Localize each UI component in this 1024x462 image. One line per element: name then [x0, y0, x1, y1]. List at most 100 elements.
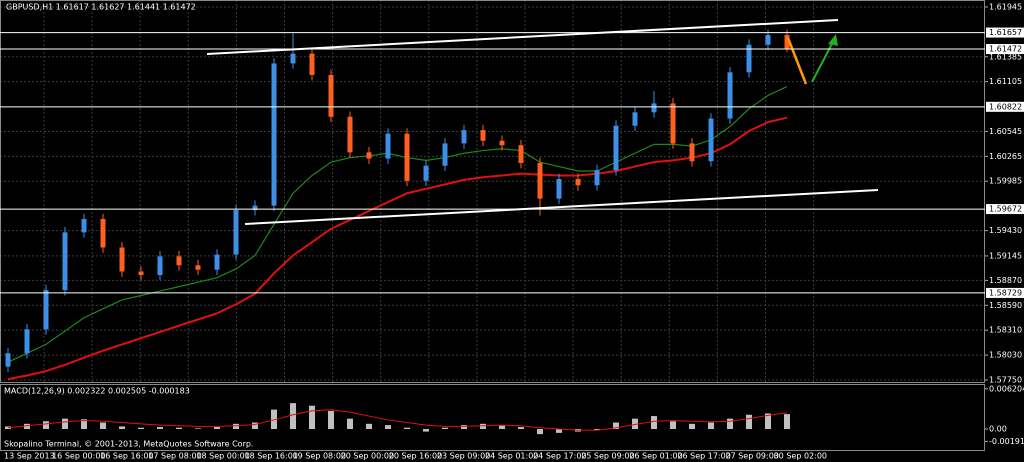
macd-bar [670, 421, 676, 429]
candle-body [651, 103, 657, 113]
candle-body [518, 145, 524, 164]
macd-bar [252, 422, 258, 429]
indicator-line [7, 85, 788, 363]
candle-body [5, 353, 11, 367]
macd-bar [708, 422, 714, 429]
candle-body [727, 72, 733, 119]
macd-bar [404, 427, 410, 429]
x-tick-label: 18 Sep 16:00 [245, 452, 298, 461]
x-tick-label: 25 Sep 09:00 [581, 452, 634, 461]
macd-bar [157, 427, 163, 429]
x-tick-label: 26 Sep 17:00 [677, 452, 730, 461]
y-tick-label: 1.61105 [989, 77, 1022, 86]
macd-bar [727, 418, 733, 429]
candle-body [746, 44, 752, 73]
candle-body [689, 143, 695, 162]
arrow-head [828, 34, 838, 46]
macd-bar [385, 425, 391, 429]
main-frame [0, 0, 985, 383]
macd-bar [518, 427, 524, 429]
candle-body [632, 112, 638, 126]
candle-body [100, 219, 106, 248]
macd-bar [765, 413, 771, 429]
x-tick-label: 19 Sep 08:00 [293, 452, 346, 461]
candle-body [670, 103, 676, 144]
macd-bar [290, 403, 296, 429]
x-tick-label: 18 Sep 00:00 [196, 452, 249, 461]
macd-bar [461, 425, 467, 429]
candle-body [271, 63, 277, 206]
x-tick-label: 27 Sep 09:00 [726, 452, 779, 461]
y-tick-label: 1.59430 [989, 226, 1022, 235]
candle-body [575, 179, 581, 186]
macd-bar [594, 429, 600, 431]
y-tick-label: 1.61385 [989, 52, 1022, 61]
x-tick-label: 16 Sep 00:00 [52, 452, 105, 461]
candle-body [43, 290, 49, 330]
forecast-arrow [786, 37, 808, 85]
candle-body [404, 133, 410, 181]
macd-bar [119, 426, 125, 429]
candle-body [765, 34, 771, 45]
candle-body [366, 152, 372, 159]
price-level-box [986, 101, 1024, 112]
candle-body [195, 265, 201, 270]
candle-body [537, 163, 543, 199]
macd-bar [81, 419, 87, 429]
candle-body [252, 205, 258, 211]
y-tick-label: 1.60545 [989, 127, 1022, 136]
candle-body [309, 53, 315, 75]
x-tick-label: 24 Sep 17:00 [533, 452, 586, 461]
footer: Skopalino Terminal, © 2001-2013, MetaQuo… [4, 440, 253, 449]
y-tick-label: 1.58870 [989, 276, 1022, 285]
signal-line [7, 409, 788, 431]
x-tick-label: 23 Sep 09:00 [437, 452, 490, 461]
macd-bar [62, 418, 68, 429]
y-tick-label: 1.58310 [989, 326, 1022, 335]
macd-bar [689, 423, 695, 429]
macd-bar [195, 428, 201, 429]
x-tick-label: 13 Sep 2013 [4, 452, 55, 461]
candle-body [328, 74, 334, 117]
macd-bar [309, 405, 315, 429]
y-tick-label: 1.57750 [989, 375, 1022, 384]
x-tick-label: 16 Sep 16:00 [100, 452, 153, 461]
macd-bar [499, 425, 505, 429]
forecast-arrow [811, 39, 835, 83]
y-tick-label: -0.001911 [989, 437, 1024, 446]
price-level-label: 1.60822 [989, 102, 1022, 111]
price-level-label: 1.58729 [989, 288, 1022, 297]
x-tick-label: 24 Sep 01:00 [485, 452, 538, 461]
x-tick-label: 20 Sep 16:00 [389, 452, 442, 461]
macd-bar [138, 427, 144, 429]
macd-bar [556, 429, 562, 433]
candle-body [385, 133, 391, 159]
macd-bar [24, 423, 30, 429]
candle-body [480, 130, 486, 141]
macd-bar [328, 410, 334, 429]
y-tick-label: 1.60265 [989, 152, 1022, 161]
macd-bar [423, 429, 429, 432]
candle-body [423, 165, 429, 181]
trend-line [206, 19, 839, 55]
price-level-label: 1.61472 [989, 45, 1022, 54]
candle-body [461, 130, 467, 144]
macd-bar [214, 427, 220, 429]
macd-frame [0, 384, 985, 451]
price-level-box [986, 44, 1024, 55]
y-tick-label: 0.00 [989, 425, 1007, 434]
candle-body [138, 271, 144, 276]
price-level-box [986, 287, 1024, 298]
candle-body [594, 170, 600, 186]
chart-title: GBPUSD,H1 1.61617 1.61627 1.61441 1.6147… [6, 3, 196, 12]
candle-body [784, 34, 790, 50]
y-tick-label: 1.61945 [989, 2, 1022, 11]
x-tick-label: 20 Sep 00:00 [341, 452, 394, 461]
macd-bar [613, 422, 619, 429]
y-tick-label: 1.58030 [989, 351, 1022, 360]
candle-body [233, 210, 239, 255]
price-level-box [986, 27, 1024, 38]
macd-bar [784, 414, 790, 429]
